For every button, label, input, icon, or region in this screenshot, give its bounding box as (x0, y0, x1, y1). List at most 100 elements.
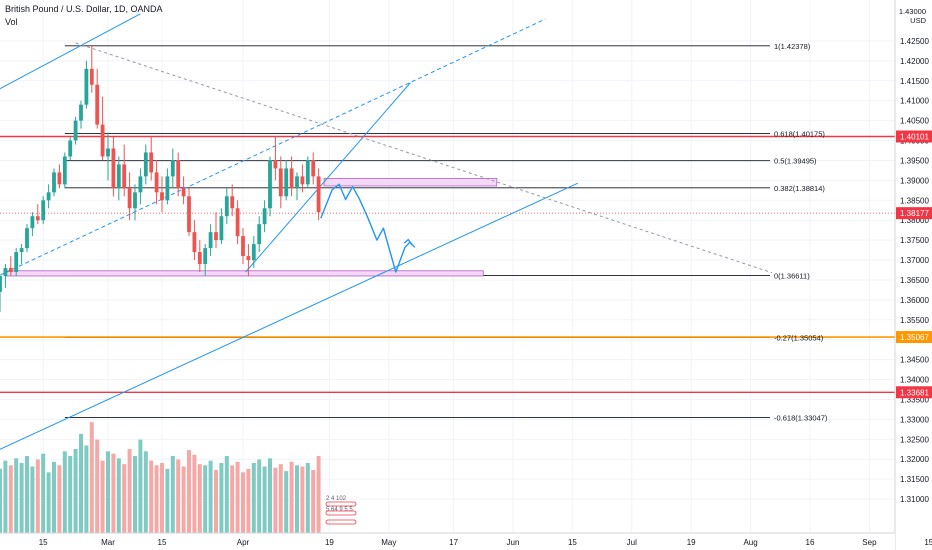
volume-bar (165, 468, 170, 533)
volume-bars (0, 422, 321, 533)
candle-body (143, 152, 148, 177)
candle-body (289, 168, 294, 189)
candle-body (89, 68, 94, 85)
volume-bar (251, 463, 256, 533)
volume-bar (41, 453, 46, 533)
drawing-overlays[interactable] (320, 183, 416, 273)
volume-bar (3, 460, 8, 533)
y-tick-label: 1.38000 (900, 216, 929, 225)
candle-body (35, 216, 40, 221)
y-tick-label: 1.33500 (900, 395, 929, 404)
candle-body (3, 268, 8, 276)
volume-bar (100, 460, 105, 533)
candle-body (84, 68, 89, 105)
x-tick-label: Jul (627, 538, 637, 547)
arrow-head-icon (403, 238, 413, 246)
candle-body (149, 152, 154, 173)
volume-bar (284, 471, 289, 533)
volume-bar (116, 458, 121, 533)
y-tick-label: 1.34500 (900, 356, 929, 365)
candle-body (316, 176, 321, 213)
volume-bar (170, 456, 175, 533)
candle-body (154, 172, 159, 193)
volume-bar (268, 458, 272, 533)
y-tick-label: 1.36500 (900, 276, 929, 285)
x-tick-label: 15 (924, 538, 932, 547)
y-tick-label: 1.42500 (900, 37, 929, 46)
volume-bar (30, 466, 35, 533)
candle-body (100, 124, 105, 157)
volume-bar (19, 463, 24, 533)
rising-support-trendline (0, 182, 579, 450)
candle-body (300, 176, 305, 185)
volume-bar (224, 456, 229, 533)
chart-title: British Pound / U.S. Dollar, 1D, OANDA (5, 4, 163, 14)
price-tag-label: 1.35067 (900, 333, 929, 342)
x-tick-label: Sep (862, 538, 877, 547)
volume-bar (273, 467, 278, 533)
volume-bar (203, 465, 208, 533)
volume-bar (230, 465, 235, 533)
price-axis-panel[interactable] (895, 0, 932, 550)
volume-bar (241, 472, 245, 533)
candle-body (73, 120, 78, 141)
volume-bar (235, 461, 240, 533)
candle-body (251, 244, 256, 261)
fib-level-label: 0(1.36611) (774, 272, 810, 281)
candle-body (106, 148, 110, 157)
volume-label: Vol (5, 17, 18, 27)
volume-bar (52, 461, 56, 533)
price-tag-label: 1.38177 (900, 209, 929, 218)
x-tick-label: 19 (325, 538, 334, 547)
x-tick-label: 15 (568, 538, 577, 547)
price-axis-caption: 1.43000 USD (899, 7, 926, 25)
x-tick-label: 19 (687, 538, 696, 547)
supply-demand-zone (5, 270, 484, 277)
candle-body (0, 275, 2, 292)
candle-body (219, 216, 224, 241)
candle-body (224, 196, 229, 217)
fib-level-label: 0.5(1.39495) (774, 157, 817, 166)
candle-body (295, 176, 299, 189)
drawing-tools[interactable] (0, 13, 895, 450)
candle-body (284, 168, 289, 197)
volume-bar (257, 459, 262, 533)
fib-level-label: 0.618(1.40175) (774, 130, 825, 139)
fib-level-label: -0.618(1.33047) (774, 414, 828, 423)
volume-bar (106, 451, 110, 533)
volume-bar (311, 470, 316, 533)
candle-body (257, 224, 262, 245)
candle-body (41, 200, 46, 221)
candle-body (187, 196, 191, 233)
x-tick-label: 15 (158, 538, 167, 547)
y-tick-label: 1.31500 (900, 475, 929, 484)
volume-bar (295, 465, 299, 533)
time-axis-ticks: 15 Mar 15 Apr 19 May 17 Jun 15 Jul 19 Aug 16 Sep 15 (39, 538, 932, 547)
volume-bar (262, 466, 267, 533)
candle-body (57, 172, 62, 185)
time-axis-panel[interactable] (0, 533, 895, 550)
top-tick-label: 1.43000 (898, 7, 926, 16)
candle-body (230, 196, 235, 209)
volume-bar (73, 449, 78, 533)
candle-body (127, 188, 132, 209)
volume-bar (57, 465, 62, 533)
y-tick-label: 1.38500 (900, 196, 929, 205)
y-tick-label: 1.37000 (900, 256, 929, 265)
volume-bar (289, 461, 294, 533)
volume-bar (127, 449, 132, 533)
x-tick-label: May (381, 538, 396, 547)
candle-body (133, 192, 137, 209)
candle-body (214, 232, 218, 241)
y-tick-label: 1.37500 (900, 236, 929, 245)
candle-body (95, 84, 100, 125)
x-tick-label: Aug (743, 538, 757, 547)
volume-bar (138, 439, 143, 533)
volume-bar (133, 456, 137, 533)
volume-bar (187, 450, 191, 533)
volume-bar (176, 459, 181, 533)
projected-price-path (320, 183, 416, 273)
volume-bar (219, 463, 224, 533)
y-tick-label: 1.39500 (900, 156, 929, 165)
